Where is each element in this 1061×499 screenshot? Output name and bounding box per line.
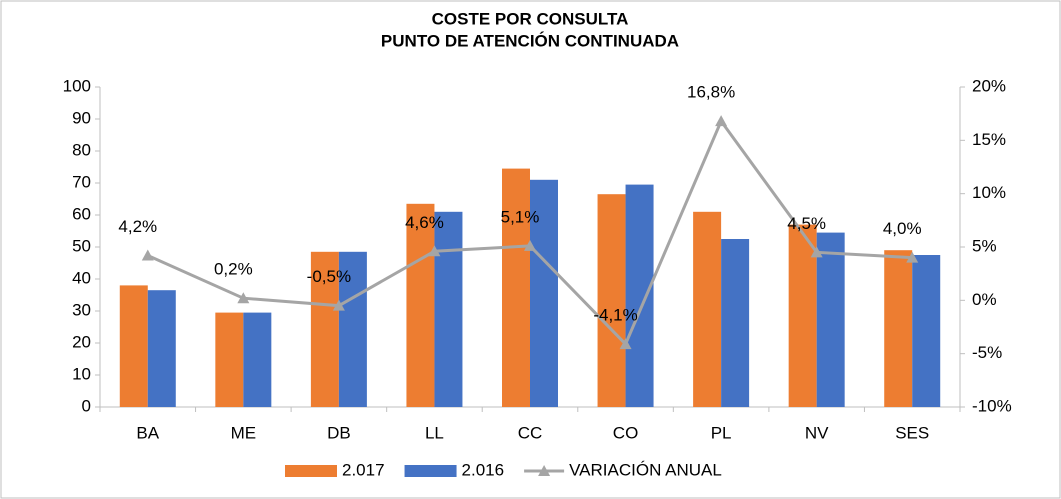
x-tick-label: BA [136,423,159,442]
x-tick-label: ME [231,423,257,442]
legend-swatch [404,465,457,477]
chart-title: COSTE POR CONSULTA [432,9,629,28]
y2-tick-label: 15% [972,130,1006,149]
data-label: 16,8% [687,83,735,102]
legend-swatch [285,465,337,477]
bar [310,251,339,407]
bar [721,239,750,407]
y-tick-label: 60 [72,204,91,223]
data-label: 5,1% [501,207,540,226]
bar [884,250,913,407]
bar [530,179,558,407]
x-tick-label: PL [711,423,732,442]
y-tick-label: 80 [72,140,91,159]
x-tick-label: DB [327,423,351,442]
y2-tick-label: 20% [972,76,1006,95]
bar [625,184,654,407]
bar [912,255,941,407]
bar [693,211,722,407]
bar [338,251,367,407]
bar [147,290,176,407]
line-marker [237,292,250,304]
bar [406,203,435,407]
bar [215,312,244,407]
data-label: 4,0% [883,219,922,238]
y2-tick-label: 10% [972,183,1006,202]
legend-label: 2.017 [342,460,385,479]
y-tick-label: 0 [82,396,91,415]
x-tick-label: NV [805,423,829,442]
x-tick-label: CC [518,423,543,442]
y2-tick-label: -10% [972,396,1012,415]
bar [243,312,272,407]
data-label: 4,5% [787,214,826,233]
line-marker [619,338,632,350]
y-tick-label: 70 [72,172,91,191]
y2-tick-label: -5% [972,343,1002,362]
data-label: 0,2% [214,260,253,279]
y-tick-label: 40 [72,268,91,287]
line-marker [715,115,728,127]
x-tick-label: CO [613,423,639,442]
legend-label: 2.016 [462,460,505,479]
bar [597,194,626,407]
x-tick-label: SES [895,423,929,442]
bar [788,224,817,407]
data-label: 4,6% [405,213,444,232]
bar [502,168,530,407]
line-marker [810,246,823,258]
y-tick-label: 30 [72,300,91,319]
data-label: -0,5% [307,267,351,286]
x-tick-label: LL [425,423,444,442]
y-tick-label: 20 [72,332,91,351]
chart-title: PUNTO DE ATENCIÓN CONTINUADA [381,31,679,50]
data-label: 4,2% [118,217,157,236]
line-marker [141,249,154,261]
y-tick-label: 100 [63,76,91,95]
bar [119,285,148,407]
legend-swatch [538,465,551,476]
line-marker [428,245,441,257]
y-tick-label: 10 [72,364,91,383]
legend-label: VARIACIÓN ANUAL [569,460,722,479]
y2-tick-label: 5% [972,236,997,255]
line-marker [906,251,919,263]
line-marker [524,239,536,251]
y2-tick-label: 0% [972,290,997,309]
y-tick-label: 90 [72,108,91,127]
bar [434,211,463,407]
y-tick-label: 50 [72,236,91,255]
data-label: -4,1% [593,306,637,325]
bar [816,232,845,407]
line-marker [332,299,345,311]
